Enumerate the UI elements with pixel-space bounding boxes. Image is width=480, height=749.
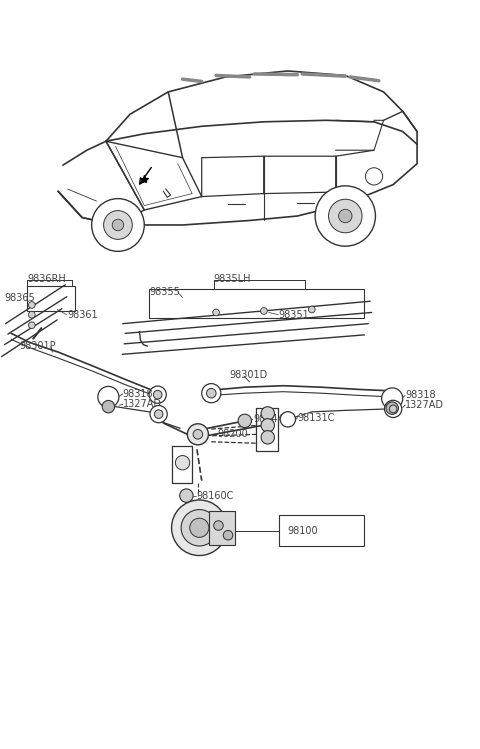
Ellipse shape xyxy=(382,388,403,409)
Ellipse shape xyxy=(28,312,35,318)
Ellipse shape xyxy=(175,455,190,470)
Bar xyxy=(209,512,235,545)
Ellipse shape xyxy=(155,410,163,419)
Ellipse shape xyxy=(104,210,132,240)
Ellipse shape xyxy=(214,521,223,530)
Ellipse shape xyxy=(150,405,167,422)
Ellipse shape xyxy=(98,386,119,407)
Ellipse shape xyxy=(389,405,397,413)
Text: 9835LH: 9835LH xyxy=(214,274,251,284)
Ellipse shape xyxy=(102,401,115,413)
Ellipse shape xyxy=(28,322,35,329)
Text: 1327AD: 1327AD xyxy=(405,400,444,410)
Ellipse shape xyxy=(193,429,203,439)
Ellipse shape xyxy=(280,412,296,427)
Ellipse shape xyxy=(187,424,208,445)
Ellipse shape xyxy=(28,302,35,309)
Ellipse shape xyxy=(190,518,209,537)
Ellipse shape xyxy=(149,386,166,403)
Text: 98301P: 98301P xyxy=(20,341,57,351)
Ellipse shape xyxy=(92,198,144,252)
Ellipse shape xyxy=(328,199,362,233)
Text: 98361: 98361 xyxy=(68,309,98,320)
Ellipse shape xyxy=(181,509,217,546)
Text: 98301D: 98301D xyxy=(229,369,268,380)
Bar xyxy=(279,515,364,547)
Text: 98351: 98351 xyxy=(278,309,309,320)
Ellipse shape xyxy=(309,306,315,313)
Text: 98355: 98355 xyxy=(149,288,180,297)
Ellipse shape xyxy=(261,419,275,432)
Ellipse shape xyxy=(315,186,375,246)
Text: 9836RH: 9836RH xyxy=(27,274,66,284)
Text: 98244: 98244 xyxy=(253,414,284,425)
Ellipse shape xyxy=(154,390,162,399)
Ellipse shape xyxy=(338,209,352,222)
Text: 98160C: 98160C xyxy=(196,491,233,501)
Ellipse shape xyxy=(223,530,233,540)
Text: 98365: 98365 xyxy=(4,294,35,303)
Ellipse shape xyxy=(180,489,193,503)
Ellipse shape xyxy=(261,407,275,420)
Text: 98318: 98318 xyxy=(123,389,154,399)
Ellipse shape xyxy=(206,389,216,398)
Ellipse shape xyxy=(365,168,383,185)
Text: 98200: 98200 xyxy=(217,429,248,440)
Text: 98131C: 98131C xyxy=(298,413,335,423)
Ellipse shape xyxy=(386,402,398,414)
Ellipse shape xyxy=(384,400,402,417)
Text: 1327AD: 1327AD xyxy=(123,399,162,410)
Bar xyxy=(149,288,364,318)
Ellipse shape xyxy=(112,219,124,231)
Ellipse shape xyxy=(238,414,252,428)
Ellipse shape xyxy=(213,309,219,316)
Text: 98100: 98100 xyxy=(288,526,319,536)
Ellipse shape xyxy=(202,383,221,403)
Bar xyxy=(27,286,75,311)
Ellipse shape xyxy=(171,500,227,556)
Ellipse shape xyxy=(261,308,267,315)
Ellipse shape xyxy=(261,431,275,444)
Text: 98318: 98318 xyxy=(405,390,436,401)
